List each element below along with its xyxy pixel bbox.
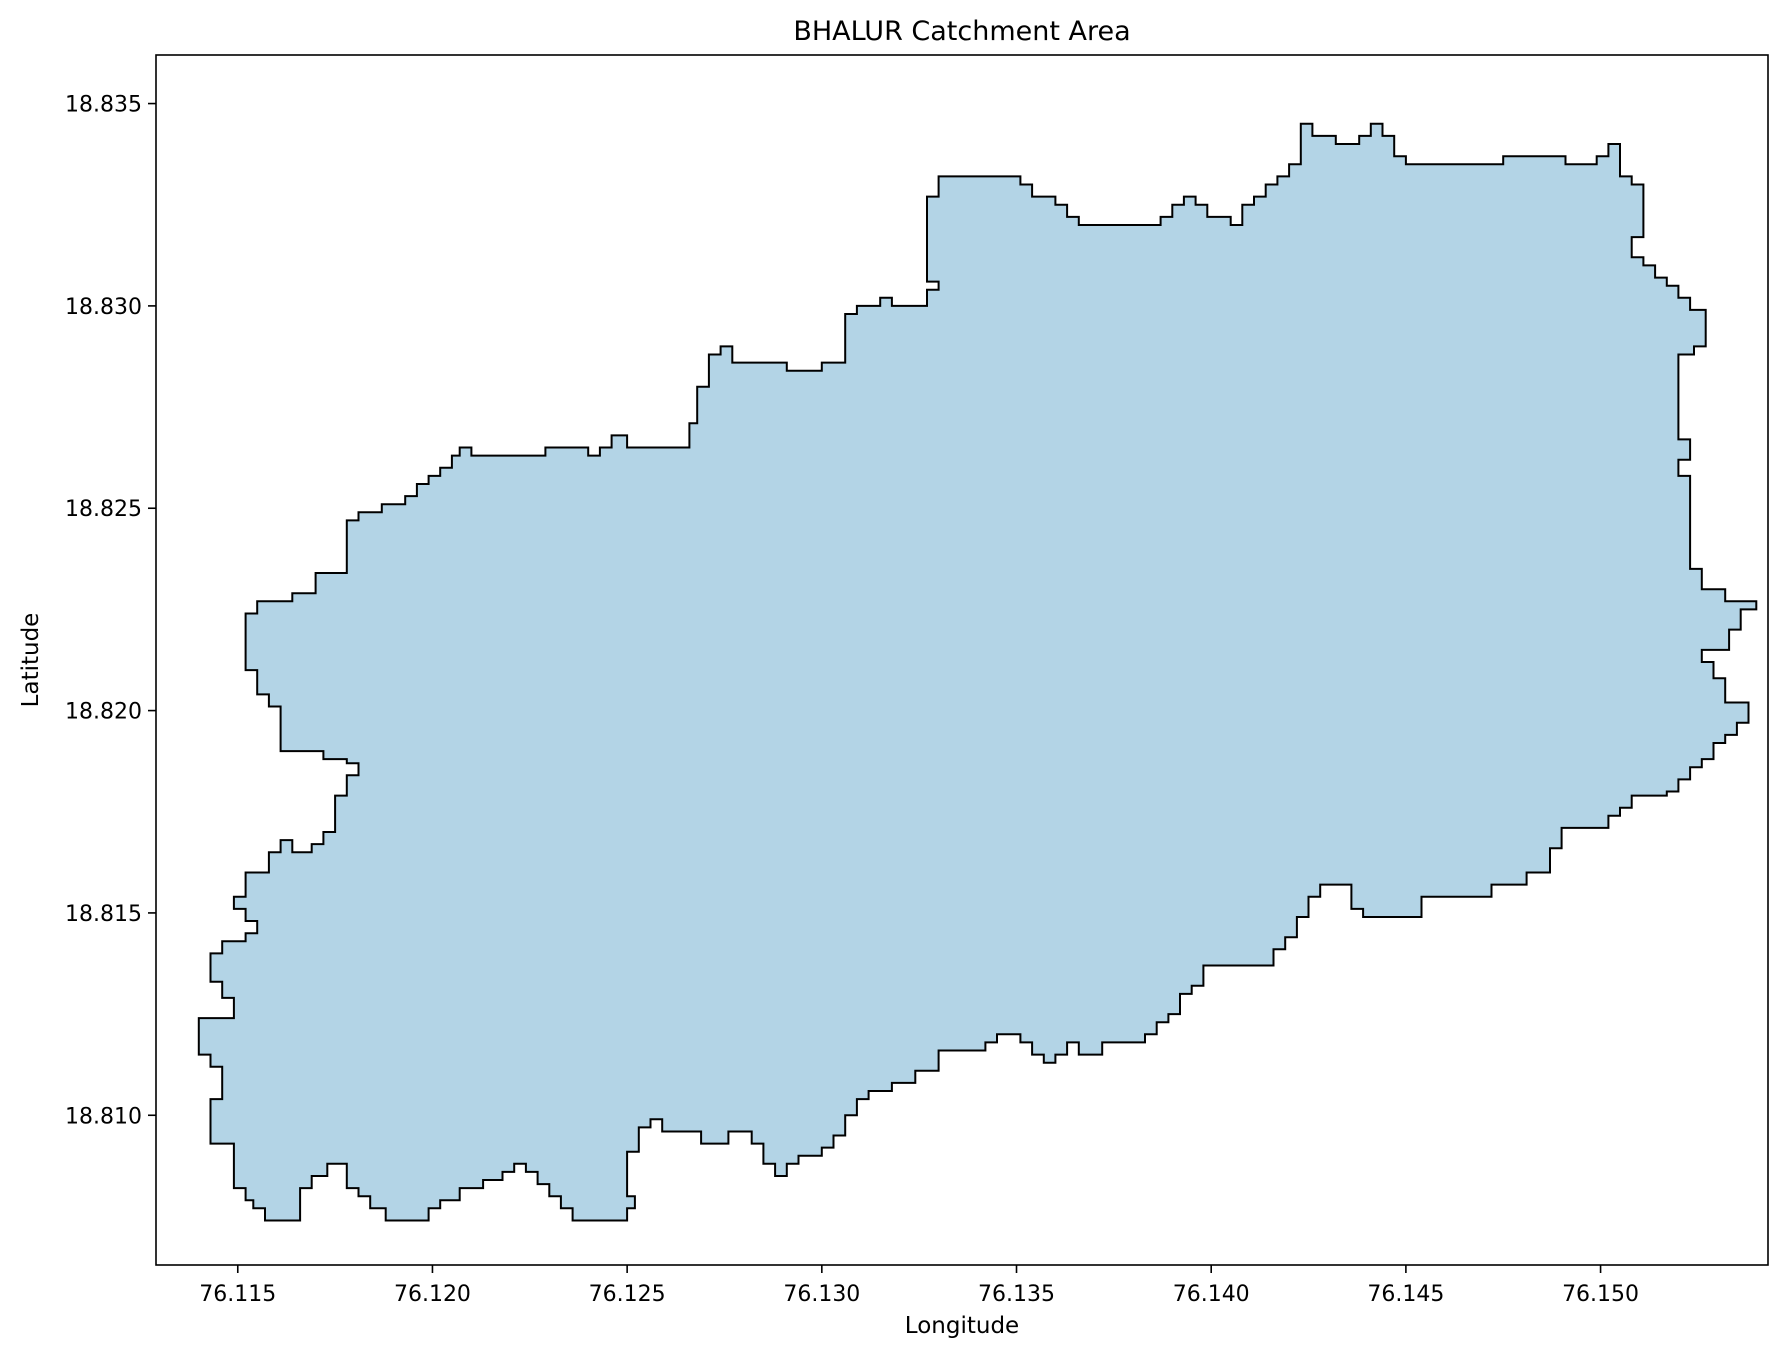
x-tick-label: 76.115 [199, 1282, 276, 1307]
y-axis: 18.810 18.815 18.820 18.825 18.830 18.835 [65, 93, 156, 1129]
y-tick-label: 18.810 [65, 1104, 142, 1129]
plot-area [155, 54, 1769, 1266]
x-tick-label: 76.135 [978, 1282, 1055, 1307]
x-tick-label: 76.140 [1173, 1282, 1250, 1307]
catchment-region[interactable] [197, 122, 1758, 1222]
y-tick-label: 18.830 [65, 295, 142, 320]
x-axis-title: Longitude [905, 1313, 1019, 1339]
x-tick-label: 76.150 [1562, 1282, 1639, 1307]
chart-title: BHALUR Catchment Area [793, 16, 1130, 47]
y-tick-label: 18.820 [65, 700, 142, 725]
axes-frame [155, 54, 1769, 1266]
x-tick-label: 76.130 [783, 1282, 860, 1307]
y-axis-title: Latitude [18, 613, 44, 708]
x-tick-label: 76.145 [1367, 1282, 1444, 1307]
y-tick-label: 18.835 [65, 93, 142, 118]
y-tick-label: 18.815 [65, 902, 142, 927]
y-tick-label: 18.825 [65, 497, 142, 522]
x-tick-label: 76.120 [394, 1282, 471, 1307]
x-tick-label: 76.125 [589, 1282, 666, 1307]
x-axis: 76.115 76.120 76.125 76.130 76.135 76.140 76.1… [199, 1265, 1639, 1307]
